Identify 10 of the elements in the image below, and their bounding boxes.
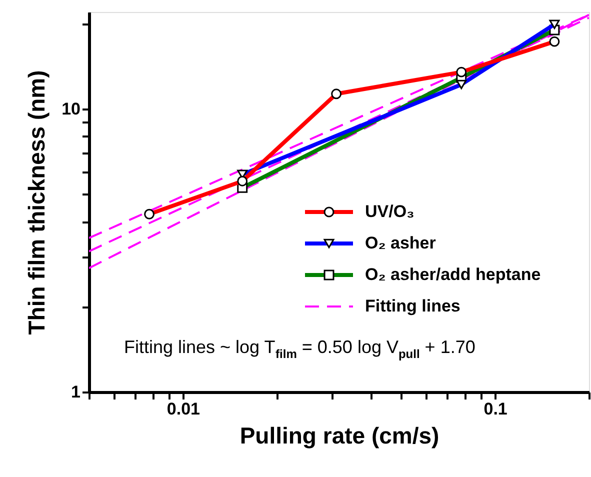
y-tick-label: 10 bbox=[62, 99, 80, 118]
legend-label: UV/O₃ bbox=[365, 202, 414, 221]
y-axis-title: Thin film thickness (nm) bbox=[24, 70, 50, 335]
x-tick-label: 0.01 bbox=[166, 400, 200, 418]
x-axis-title: Pulling rate (cm/s) bbox=[240, 422, 440, 448]
legend-label: O₂ asher/add heptane bbox=[365, 265, 541, 284]
legend-label: O₂ asher bbox=[365, 234, 436, 252]
x-tick-label: 0.1 bbox=[484, 400, 508, 418]
y-tick-label: 1 bbox=[71, 382, 80, 402]
legend-label: Fitting lines bbox=[365, 296, 460, 316]
